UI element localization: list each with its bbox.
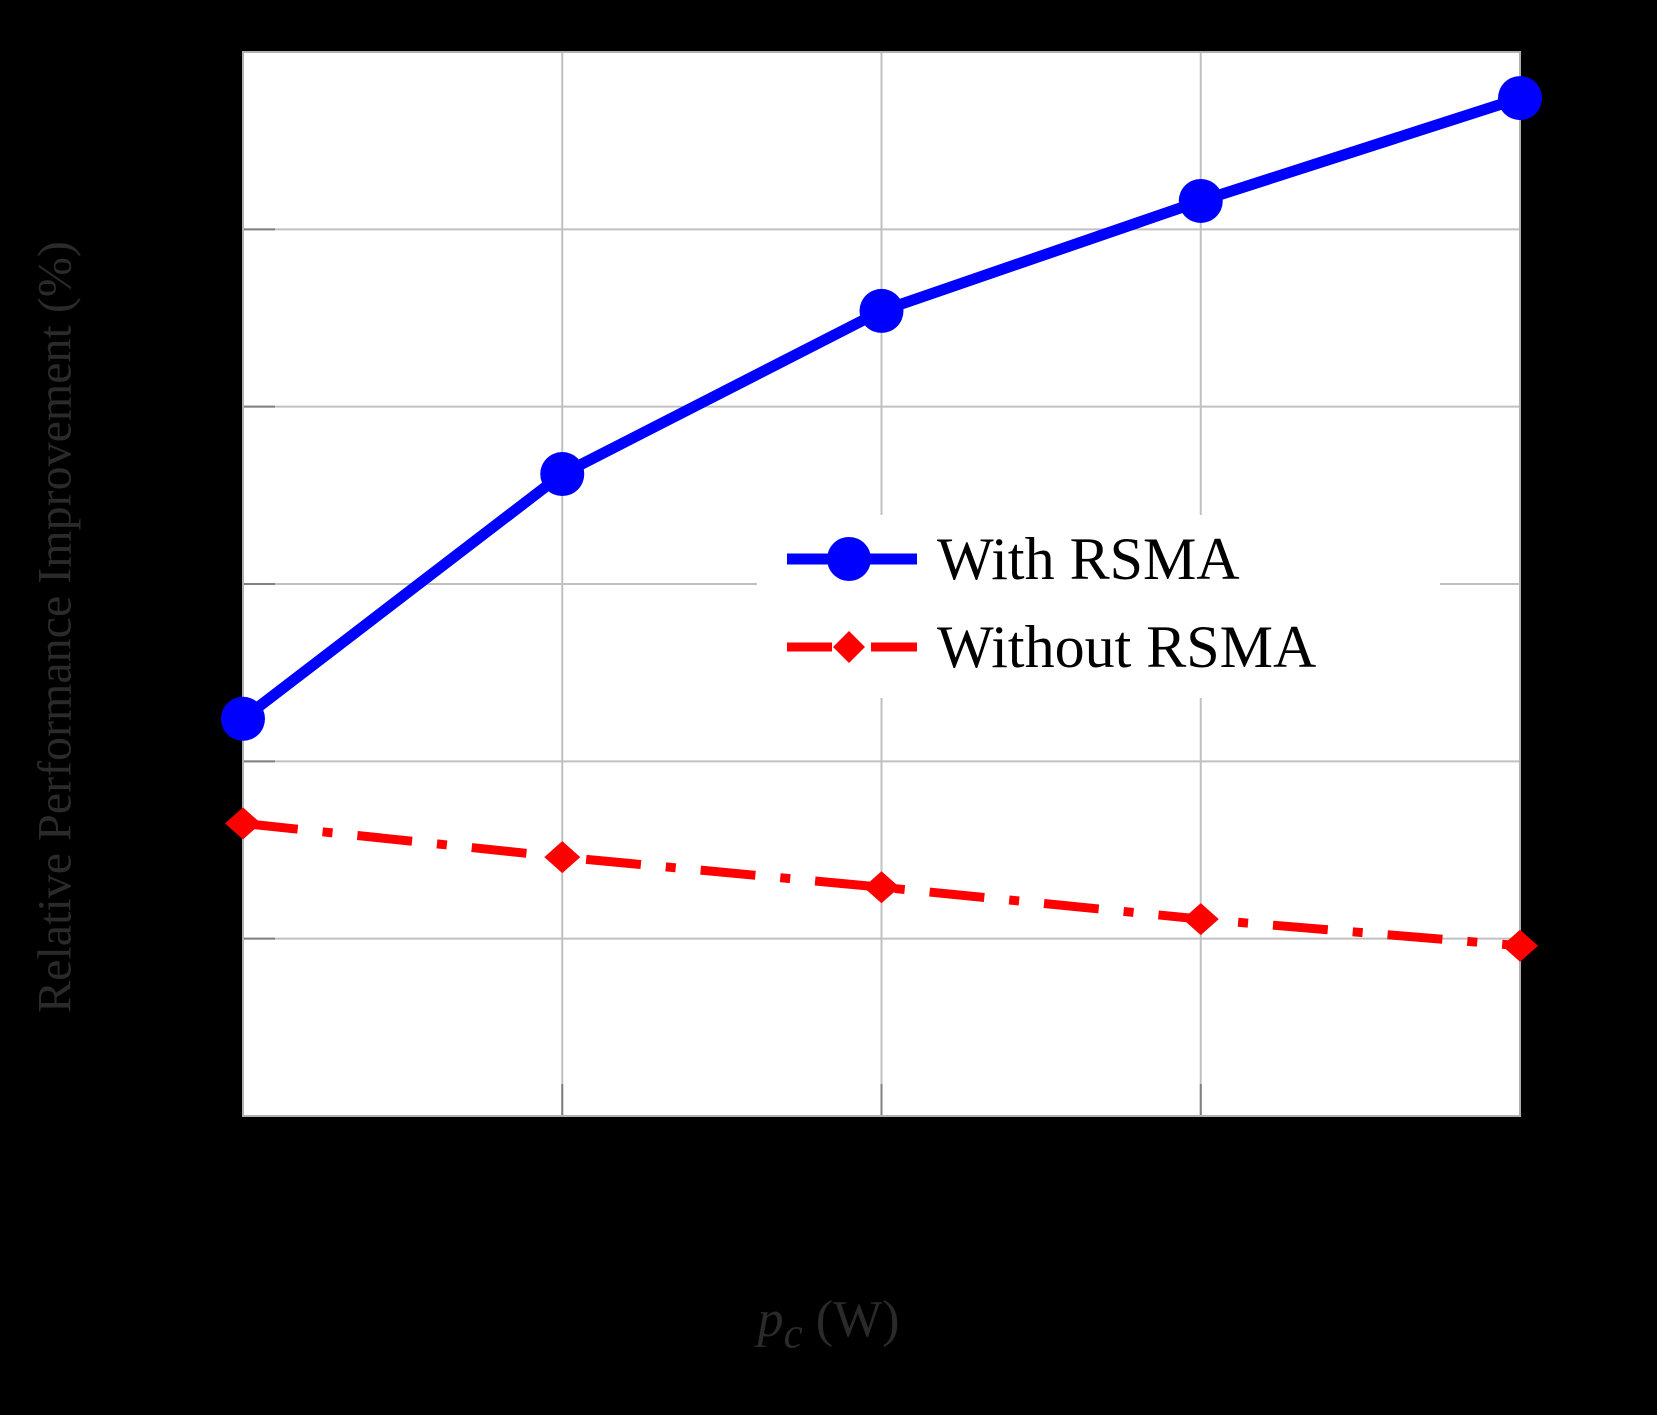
data-point-diamond bbox=[863, 871, 900, 904]
x-axis-subscript: c bbox=[783, 1309, 803, 1358]
legend-circle-line-icon bbox=[787, 537, 917, 581]
data-point-circle bbox=[540, 452, 585, 497]
y-axis-label-container: Relative Performance Improvement (%) bbox=[20, 52, 90, 1202]
plot-frame bbox=[242, 51, 1521, 1117]
data-point-diamond bbox=[1182, 903, 1219, 936]
legend-item-with-rsma: With RSMA bbox=[787, 519, 1240, 599]
y-axis-label: Relative Performance Improvement (%) bbox=[28, 241, 82, 1013]
x-axis-label: pc (W) bbox=[0, 1290, 1657, 1358]
x-axis-variable: p bbox=[757, 1291, 784, 1348]
legend-label: With RSMA bbox=[937, 525, 1240, 592]
data-point-diamond bbox=[544, 841, 581, 874]
legend-label: Without RSMA bbox=[937, 613, 1317, 680]
data-point-circle bbox=[859, 288, 904, 333]
legend-item-without-rsma: Without RSMA bbox=[787, 607, 1316, 687]
data-point-diamond bbox=[1502, 929, 1538, 962]
x-axis-unit: (W) bbox=[815, 1291, 900, 1348]
legend-diamond-dashdot-icon bbox=[787, 631, 917, 663]
data-point-circle bbox=[221, 696, 265, 741]
legend: With RSMA Without RSMA bbox=[757, 515, 1440, 698]
data-point-diamond bbox=[225, 807, 261, 840]
data-point-circle bbox=[1498, 76, 1542, 121]
series-line-1 bbox=[242, 818, 1521, 951]
data-point-circle bbox=[1178, 178, 1223, 223]
